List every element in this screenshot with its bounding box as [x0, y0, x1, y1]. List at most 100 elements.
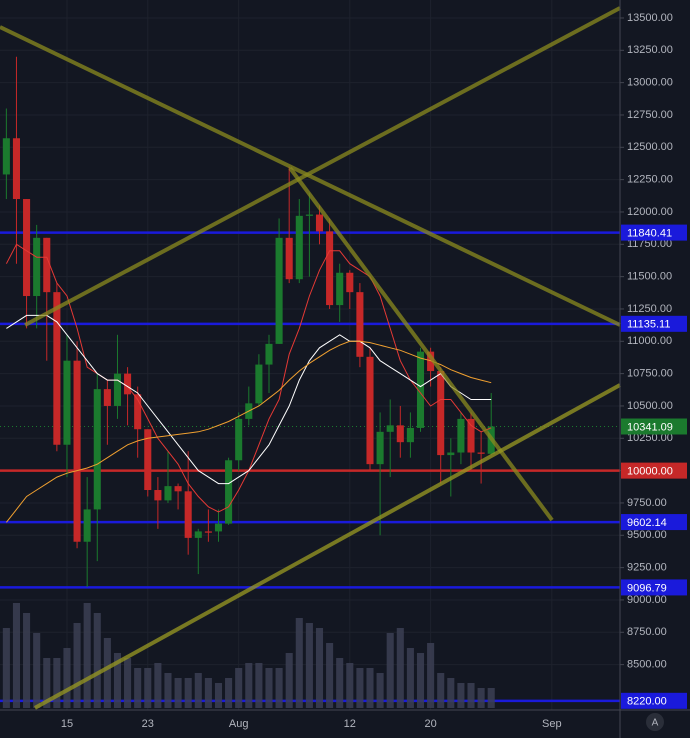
candle-body	[336, 272, 344, 306]
x-tick-label: 12	[344, 718, 356, 730]
level-label-box	[621, 579, 687, 596]
volume-bar	[406, 648, 414, 708]
volume-bar	[326, 643, 334, 708]
volume-bar	[437, 673, 445, 708]
candle-body	[265, 343, 273, 365]
volume-bar	[416, 653, 425, 708]
volume-bar	[83, 603, 91, 708]
y-tick-label: 9250.00	[627, 562, 667, 574]
candle-body	[43, 237, 51, 293]
candle-body	[376, 431, 384, 465]
moving-average	[6, 340, 492, 523]
volume-bar	[295, 618, 303, 708]
candle-body	[467, 418, 475, 453]
volume-bar	[447, 678, 455, 708]
candle-body	[225, 460, 233, 524]
candle-body	[255, 364, 263, 404]
volume-bar	[376, 673, 384, 708]
candle-body	[204, 531, 212, 533]
candle-body	[406, 427, 414, 443]
y-tick-label: 11250.00	[627, 303, 672, 315]
level-label-box	[621, 315, 687, 332]
volume-bar	[346, 663, 354, 708]
volume-bar	[245, 663, 253, 708]
candle-body	[174, 486, 182, 492]
candle-body	[134, 394, 142, 430]
volume-bar	[214, 683, 223, 708]
candle-body	[477, 452, 485, 454]
candle-body	[63, 360, 71, 445]
level-label-box	[621, 514, 687, 531]
x-tick-label: 20	[424, 718, 436, 730]
volume-bar	[124, 658, 132, 708]
volume-bar	[93, 613, 101, 708]
candle-body	[346, 272, 354, 293]
candle-body	[33, 237, 41, 297]
candle-body	[275, 237, 283, 344]
volume-bar	[225, 678, 233, 708]
candle-body	[124, 373, 132, 395]
volume-bar	[33, 633, 41, 708]
candle-body	[2, 138, 10, 175]
candle-body	[23, 199, 31, 297]
volume-bar	[43, 658, 51, 708]
y-tick-label: 12000.00	[627, 206, 673, 218]
y-tick-label: 11000.00	[627, 335, 672, 347]
auto-scale-button[interactable]	[646, 713, 664, 731]
level-label-box	[621, 418, 687, 435]
y-tick-label: 8500.00	[627, 659, 667, 671]
level-label: 10341.09	[627, 421, 673, 433]
x-tick-label: 15	[61, 718, 73, 730]
candle-body	[447, 452, 455, 456]
volume-bar	[194, 673, 202, 708]
level-label: 11135.11	[627, 319, 670, 331]
candle-body	[427, 351, 435, 372]
trend-line	[288, 166, 554, 522]
candle-body	[53, 292, 61, 445]
auto-scale-label[interactable]: A	[652, 718, 659, 729]
y-tick-label: 10750.00	[627, 368, 673, 380]
volume-bar	[174, 678, 182, 708]
volume-bar	[366, 668, 374, 708]
volume-bar	[467, 683, 475, 708]
volume-bar	[144, 668, 152, 708]
volume-bar	[235, 668, 243, 708]
candle-body	[305, 214, 313, 216]
level-label: 11840.41	[627, 228, 672, 240]
moving-average	[6, 314, 492, 485]
volume-bar	[204, 678, 212, 708]
volume-bar	[73, 623, 81, 708]
candle-body	[235, 418, 243, 461]
y-tick-label: 11500.00	[627, 271, 672, 283]
y-tick-label: 8750.00	[627, 626, 667, 638]
candle-body	[113, 373, 122, 406]
volume-bar	[184, 678, 192, 708]
volume-bar	[275, 668, 283, 708]
y-tick-label: 12750.00	[627, 109, 673, 121]
volume-bar	[487, 688, 495, 708]
candle-body	[437, 371, 445, 456]
y-tick-label: 13500.00	[627, 12, 673, 24]
candle-body	[93, 389, 101, 510]
candle-body	[144, 429, 152, 491]
trend-line	[0, 25, 621, 327]
candle-body	[12, 138, 20, 200]
volume-bar	[477, 688, 485, 708]
volume-bar	[285, 653, 293, 708]
y-tick-label: 12500.00	[627, 141, 673, 153]
candle-body	[83, 509, 91, 542]
candle-body	[194, 531, 202, 538]
trend-line	[24, 6, 621, 327]
volume-bar	[386, 633, 394, 708]
volume-bar	[336, 658, 344, 708]
y-tick-label: 10500.00	[627, 400, 673, 412]
candle-body	[214, 523, 223, 532]
volume-bar	[457, 683, 465, 708]
candle-body	[103, 389, 111, 406]
y-tick-label: 13000.00	[627, 77, 673, 89]
x-tick-label: Sep	[542, 718, 562, 730]
y-tick-label: 9750.00	[627, 497, 667, 509]
volume-bar	[164, 673, 172, 708]
volume-bar	[134, 668, 142, 708]
